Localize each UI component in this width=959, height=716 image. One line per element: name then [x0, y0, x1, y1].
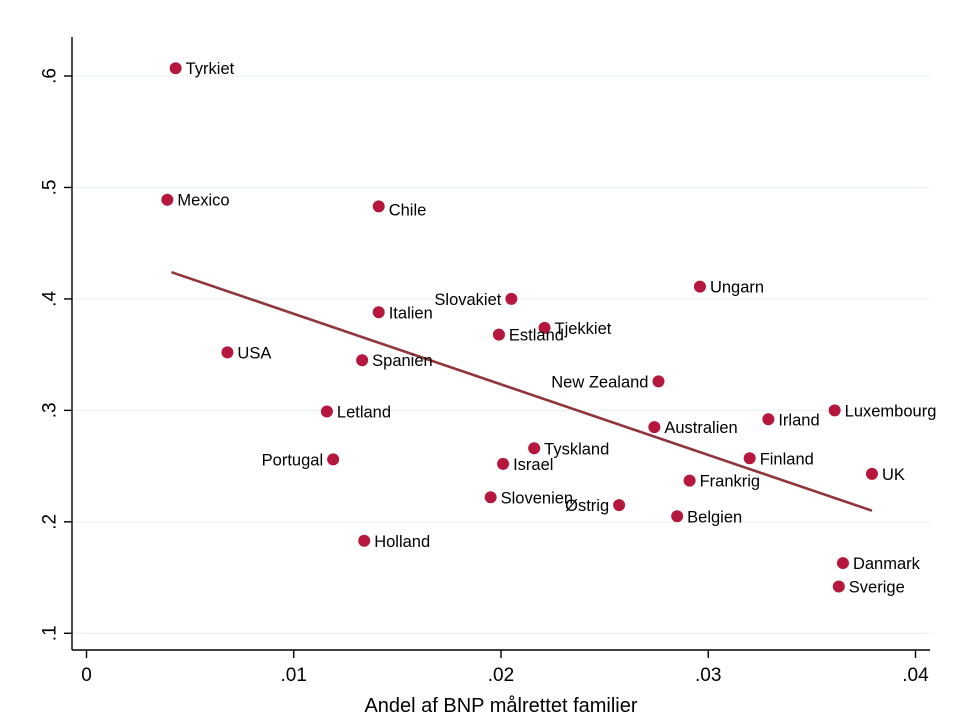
data-point	[648, 421, 661, 434]
point-label: Chile	[389, 201, 427, 219]
x-axis-title: Andel af BNP målrettet familier	[364, 695, 637, 716]
grid-layer	[72, 75, 930, 634]
point-label: USA	[237, 344, 271, 362]
point-label: Sverige	[849, 578, 905, 596]
point-label: Italien	[389, 304, 433, 322]
data-point	[356, 354, 369, 367]
x-tick-label: .03	[695, 665, 721, 686]
x-tick-label: 0	[81, 665, 92, 686]
data-point	[828, 404, 841, 417]
point-label: Israel	[513, 456, 553, 474]
point-label: UK	[882, 466, 905, 484]
data-point	[492, 328, 505, 341]
point-label: Frankrig	[700, 473, 761, 491]
x-tick-label: .02	[488, 665, 514, 686]
data-point	[372, 200, 385, 213]
point-label: Ungarn	[710, 279, 764, 297]
x-tick-label: .01	[281, 665, 307, 686]
data-point	[652, 375, 665, 388]
y-tick-label: .6	[40, 68, 61, 84]
data-point	[762, 413, 775, 426]
data-point	[505, 292, 518, 305]
data-point	[693, 280, 706, 293]
point-label: Spanien	[372, 352, 433, 370]
point-label: Slovenien	[501, 489, 573, 507]
data-point	[221, 346, 234, 359]
point-label: Slovakiet	[434, 291, 501, 309]
point-label: Tyskland	[544, 440, 609, 458]
y-tick-label: .4	[40, 291, 61, 307]
points-layer: Tyrkiet Mexico Chile Ungarn SlovakietItalien…	[161, 60, 936, 596]
point-label: Belgien	[687, 508, 742, 526]
point-label: Estland	[509, 327, 564, 345]
point-label: Mexico	[177, 192, 229, 210]
data-point	[865, 467, 878, 480]
axes-layer: .1 .2 .3 .4 .5 .6 0 .01 .02 .03 .04	[40, 37, 930, 686]
point-label: Danmark	[853, 555, 921, 573]
data-point	[683, 474, 696, 487]
y-tick-label: .1	[40, 625, 61, 641]
data-point	[613, 499, 626, 512]
data-point	[161, 193, 174, 206]
point-label: Tyrkiet	[186, 60, 235, 78]
point-label: Letland	[337, 403, 391, 421]
fit-line-layer	[171, 270, 873, 512]
y-tick-label: .3	[40, 402, 61, 418]
point-label: Finland	[760, 450, 814, 468]
y-tick-label: .5	[40, 180, 61, 196]
data-point	[484, 491, 497, 504]
data-point	[372, 306, 385, 319]
point-label: New Zealand	[551, 373, 648, 391]
data-point	[836, 557, 849, 570]
data-point	[671, 510, 684, 523]
point-label: Luxembourg	[845, 402, 937, 420]
point-label: Irland	[778, 411, 819, 429]
point-label: Australien	[664, 419, 737, 437]
fit-line	[171, 270, 873, 512]
data-point	[528, 442, 541, 455]
y-tick-label: .2	[40, 514, 61, 530]
data-point	[832, 580, 845, 593]
x-tick-label: .04	[902, 665, 929, 686]
data-point	[358, 534, 371, 547]
data-point	[327, 453, 340, 466]
data-point	[497, 457, 510, 470]
point-label: Holland	[374, 533, 430, 551]
data-point	[743, 452, 756, 465]
data-point	[320, 405, 333, 418]
point-label: Østrig	[565, 497, 609, 515]
data-point	[169, 62, 182, 75]
point-label: Tjekkiet	[555, 320, 612, 338]
point-label: Portugal	[262, 451, 323, 469]
data-point	[538, 321, 551, 334]
